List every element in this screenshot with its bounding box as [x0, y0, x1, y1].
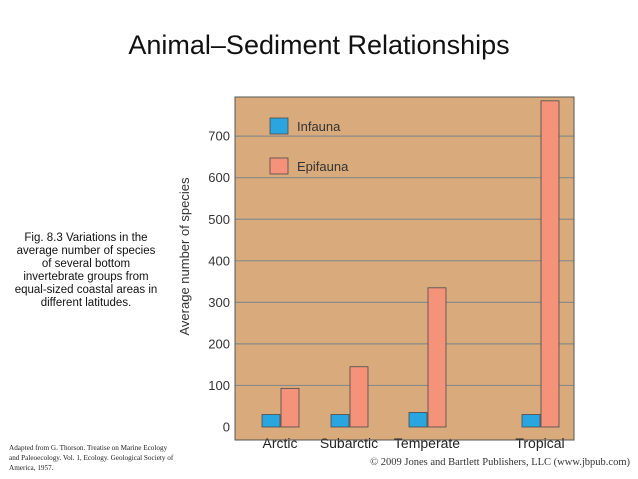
infauna-bar	[408, 412, 428, 428]
infauna-bar	[261, 414, 281, 428]
y-tick-labels: 0 100 200 300 400 500 600 700	[208, 129, 230, 435]
x-tick-label: Tropical	[515, 435, 564, 451]
chart-figure: 0 100 200 300 400 500 600 700 Arctic Subarctic Te…	[175, 95, 635, 479]
bars	[261, 100, 560, 428]
species-bar-chart: 0 100 200 300 400 500 600 700 Arctic Subarctic Te…	[177, 96, 630, 468]
y-tick-label: 600	[208, 170, 230, 185]
epifauna-bar	[427, 287, 447, 428]
legend-label: Epifauna	[297, 159, 349, 174]
y-axis-label: Average number of species	[177, 177, 192, 336]
plot-background	[235, 97, 574, 440]
source-credit: Adapted from G. Thorson. Treatise on Mar…	[9, 444, 174, 472]
legend-swatch	[269, 117, 289, 135]
y-tick-label: 200	[208, 336, 230, 351]
epifauna-bar	[280, 387, 300, 428]
y-tick-label: 100	[208, 378, 230, 393]
infauna-bar	[521, 414, 541, 428]
legend-label: Infauna	[297, 119, 341, 134]
legend: Infauna Epifauna	[269, 117, 349, 175]
y-tick-label: 0	[223, 420, 230, 435]
infauna-bar	[330, 414, 350, 428]
copyright-notice: © 2009 Jones and Bartlett Publishers, LL…	[370, 457, 630, 468]
x-tick-label: Temperate	[394, 435, 460, 451]
y-tick-label: 500	[208, 212, 230, 227]
epifauna-bar	[540, 100, 560, 428]
x-tick-label: Arctic	[263, 435, 298, 451]
figure-caption: Fig. 8.3 Variations in the average numbe…	[14, 232, 158, 309]
plot-frame	[234, 96, 575, 441]
legend-swatch	[269, 157, 289, 175]
y-tick-label: 700	[208, 129, 230, 144]
x-tick-labels: Arctic Subarctic Temperate Tropical	[263, 435, 565, 451]
slide-title: Animal–Sediment Relationships	[128, 30, 510, 60]
y-tick-label: 300	[208, 295, 230, 310]
y-tick-label: 400	[208, 253, 230, 268]
epifauna-bar	[349, 366, 369, 428]
x-tick-label: Subarctic	[320, 435, 378, 451]
gridlines	[235, 135, 574, 387]
